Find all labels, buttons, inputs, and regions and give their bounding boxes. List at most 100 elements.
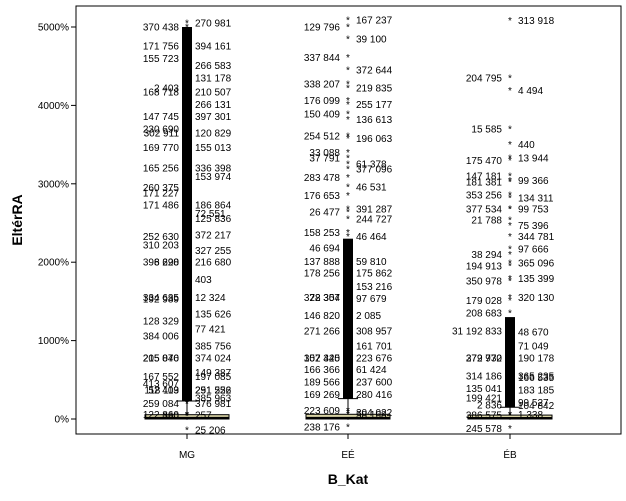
outlier-label: 271 266 (304, 327, 341, 338)
outlier-label: 254 512 (304, 131, 341, 142)
outlier-marker: * (508, 140, 512, 151)
outlier-label: 171 486 (143, 200, 180, 211)
outlier-label: 197 085 (195, 372, 232, 383)
outlier-label: 147 745 (143, 112, 180, 123)
outlier-label: 385 756 (195, 342, 232, 353)
outlier-marker: * (185, 100, 189, 111)
outlier-marker: * (508, 221, 512, 232)
outlier-label: 304 022 (356, 408, 393, 419)
y-tick-label: 5000% (38, 23, 69, 34)
x-axis: MG EÉ ÉB (179, 434, 517, 461)
outlier-label: 104 842 (518, 401, 555, 412)
outlier-marker: * (185, 385, 189, 396)
outlier-label: 161 701 (356, 342, 393, 353)
outlier-marker: * (346, 148, 350, 159)
y-tick-label: 3000% (38, 179, 69, 190)
outlier-label: 120 829 (195, 128, 232, 139)
outlier-marker: * (346, 353, 350, 364)
outlier-label: 257 (195, 411, 212, 422)
outlier-label: 196 063 (356, 134, 393, 145)
outlier-label: 334 635 (143, 293, 180, 304)
outlier-label: 134 311 (518, 193, 554, 204)
outlier-marker: * (508, 171, 512, 182)
outlier-label: 219 835 (356, 84, 393, 95)
boxplot-group-ÉB: * 313 918 * 204 795 * 4 494 * 15 585 * 440 * 175 47… (452, 16, 555, 435)
outlier-label: 136 613 (356, 115, 393, 126)
outlier-marker: * (185, 23, 189, 34)
outlier-marker: * (508, 411, 512, 422)
outlier-marker: * (346, 134, 350, 145)
outlier-marker: * (346, 353, 350, 364)
dense-outlier-column (182, 27, 192, 401)
outlier-label: 320 130 (518, 293, 555, 304)
outlier-label: 169 269 (304, 390, 341, 401)
outlier-marker: * (508, 373, 512, 384)
outlier-label: 183 185 (518, 385, 555, 396)
outlier-label: 97 679 (356, 294, 387, 305)
outlier-label: 397 301 (195, 112, 232, 123)
outlier-label: 61 424 (356, 365, 387, 376)
outlier-marker: * (508, 244, 512, 255)
outlier-label: 374 024 (195, 353, 232, 364)
outlier-marker: * (346, 244, 350, 255)
outlier-marker: * (346, 311, 350, 322)
outlier-marker: * (185, 275, 189, 286)
outlier-marker: * (185, 411, 189, 422)
outlier-marker: * (185, 164, 189, 175)
outlier-marker: * (508, 309, 512, 320)
outlier-label: 37 791 (309, 153, 340, 164)
outlier-marker: * (185, 232, 189, 243)
outlier-marker: * (508, 156, 512, 167)
outlier-marker: * (508, 73, 512, 84)
outlier-marker: * (346, 311, 350, 322)
outlier-label: 171 756 (143, 41, 180, 52)
outlier-label: 12 324 (195, 293, 226, 304)
outlier-marker: * (346, 115, 350, 126)
outlier-label: 205 840 (143, 353, 180, 364)
outlier-marker: * (508, 424, 512, 435)
boxplot-group-EÉ: * 167 237 * 129 796 * 39 100 * 337 844 * 372 644 *… (304, 15, 393, 433)
outlier-label: 266 131 (195, 100, 232, 111)
outlier-marker: * (185, 200, 189, 211)
outlier-marker: * (508, 401, 512, 412)
outlier-label: 48 670 (518, 327, 549, 338)
outlier-label: 13 944 (518, 153, 549, 164)
outlier-marker: * (346, 293, 350, 304)
outlier-label: 135 626 (195, 309, 232, 320)
outlier-label: 61 378 (356, 160, 387, 171)
outlier-label: 210 507 (195, 88, 232, 99)
box (305, 413, 391, 420)
outlier-marker: * (185, 214, 189, 225)
outlier-marker: * (185, 112, 189, 123)
outlier-marker: * (185, 410, 189, 421)
outlier-marker: * (185, 172, 189, 183)
outlier-label: 199 421 (466, 393, 503, 404)
outlier-marker: * (346, 100, 350, 111)
outlier-label: 39 100 (356, 34, 387, 45)
outlier-marker: * (346, 164, 350, 175)
outlier-label: 58 168 (356, 410, 387, 421)
outlier-marker: * (508, 327, 512, 338)
outlier-label: 259 084 (143, 399, 180, 410)
outlier-marker: * (185, 128, 189, 139)
outlier-marker: * (508, 232, 512, 243)
outlier-marker: * (185, 353, 189, 364)
outlier-label: 165 256 (143, 164, 180, 175)
outlier-label: 260 375 (143, 183, 180, 194)
outlier-marker: * (346, 365, 350, 376)
outlier-marker: * (185, 368, 189, 379)
outlier-label: 244 727 (356, 215, 393, 226)
outlier-label: 204 795 (466, 73, 503, 84)
outlier-label: 146 820 (304, 311, 341, 322)
outlier-label: 166 366 (304, 365, 341, 376)
outlier-marker: * (185, 309, 189, 320)
outlier-label: 380 (162, 411, 179, 422)
outlier-label: 99 366 (518, 176, 549, 187)
outlier-label: 158 253 (304, 228, 341, 239)
outlier-label: 135 399 (518, 274, 555, 285)
outlier-label: 238 176 (304, 422, 341, 433)
outlier-label: 128 329 (143, 317, 180, 328)
outlier-marker: * (508, 176, 512, 187)
outlier-label: 149 387 (195, 368, 232, 379)
